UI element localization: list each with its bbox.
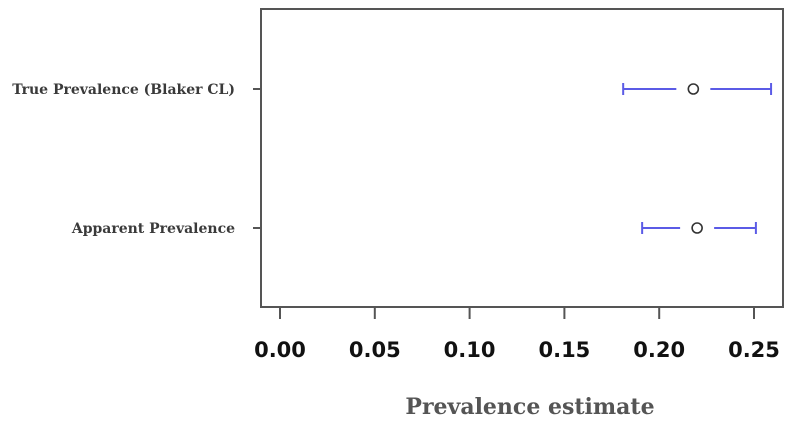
x-axis: 0.00 0.05 0.10 0.15 0.20 0.25 [254,307,780,362]
interval-0 [622,83,773,95]
x-tick-label: 0.20 [633,338,685,362]
x-axis-title: Prevalence estimate [405,394,654,420]
point-estimate [687,83,700,95]
interval-1 [641,222,757,234]
x-tick-label: 0.25 [728,338,780,362]
x-tick-label: 0.00 [254,338,306,362]
plot-frame [260,8,784,308]
plot-marks [622,83,773,234]
category-label: Apparent Prevalence [71,221,235,237]
y-axis: True Prevalence (Blaker CL) Apparent Prev… [12,82,261,237]
x-tick-label: 0.05 [349,338,401,362]
point-estimate [691,222,703,234]
x-tick-label: 0.15 [538,338,590,362]
x-tick-label: 0.10 [444,338,496,362]
category-label: True Prevalence (Blaker CL) [12,82,235,98]
